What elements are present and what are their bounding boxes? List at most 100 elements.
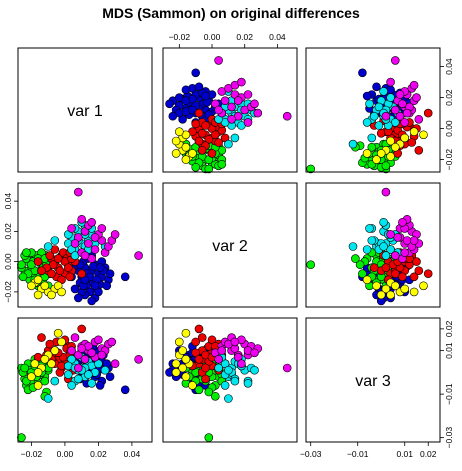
- scatter-point: [355, 260, 365, 270]
- scatter-point: [105, 269, 115, 279]
- scatter-point: [171, 149, 181, 158]
- scatter-point: [201, 363, 210, 373]
- tick-label: 0.00: [204, 32, 221, 42]
- scatter-point: [398, 99, 407, 109]
- diagonal-label: var 3: [355, 373, 391, 390]
- scatter-point: [306, 164, 316, 174]
- scatter-point: [194, 324, 204, 334]
- scatter-point: [423, 269, 433, 279]
- scatter-point: [178, 346, 187, 355]
- scatter-point: [369, 111, 379, 121]
- scatter-point: [90, 233, 100, 242]
- scatter-point: [45, 339, 55, 349]
- scatter-point: [194, 82, 204, 92]
- scatter-point: [107, 337, 117, 347]
- scatter-point: [33, 275, 43, 285]
- scatter-point: [372, 281, 381, 291]
- scatter-point: [120, 272, 130, 282]
- scatter-point: [282, 111, 292, 121]
- scatter-point: [220, 96, 230, 105]
- tick-label: 0.02: [236, 32, 253, 42]
- scatter-point: [224, 365, 233, 375]
- scatter-point: [102, 281, 112, 291]
- scatter-point: [181, 142, 191, 152]
- scatter-point: [423, 108, 433, 118]
- scatter-point: [407, 138, 417, 147]
- panel-r3-c3: var 3: [305, 317, 441, 443]
- scatter-point: [372, 82, 381, 92]
- scatter-point: [414, 266, 424, 276]
- scatter-point: [45, 251, 55, 260]
- scatter-point: [379, 242, 388, 251]
- scatter-point: [50, 346, 60, 355]
- scatter-point: [43, 394, 53, 403]
- scatter-point: [395, 111, 405, 121]
- scatter-point: [181, 85, 191, 95]
- scatter-point: [230, 376, 240, 386]
- scatter-point: [77, 344, 86, 353]
- scatter-point: [194, 354, 204, 364]
- chart-title: MDS (Sammon) on original differences: [102, 5, 360, 21]
- scatter-point: [386, 136, 395, 146]
- scatter-point: [409, 127, 419, 136]
- scatter-point: [53, 328, 63, 338]
- tick-label: 0.00: [57, 449, 74, 459]
- scatter-point: [90, 281, 100, 291]
- scatter-point: [211, 391, 220, 401]
- scatter-point: [250, 99, 259, 109]
- scatter-point: [376, 149, 386, 158]
- scatter-point: [412, 257, 421, 266]
- scatter-point: [77, 215, 86, 224]
- scatter-point: [419, 130, 428, 140]
- scatter-point: [386, 290, 395, 300]
- scatter-point: [367, 236, 377, 245]
- scatter-point: [400, 284, 410, 294]
- tick-label: −0.02: [169, 32, 191, 42]
- scatter-point: [214, 363, 223, 373]
- scatter-point: [376, 290, 386, 300]
- scatter-point: [22, 248, 31, 257]
- scatter-point: [207, 149, 217, 158]
- scatter-point: [53, 254, 63, 263]
- scatter-point: [217, 346, 227, 355]
- tick-label: −0.02: [444, 149, 454, 171]
- scatter-point: [243, 378, 253, 388]
- scatter-point: [70, 333, 80, 342]
- scatter-point: [227, 102, 236, 112]
- scatter-point: [351, 254, 360, 263]
- scatter-point: [33, 368, 43, 377]
- scatter-point: [74, 363, 83, 373]
- scatter-point: [30, 359, 40, 369]
- scatter-point: [379, 87, 388, 96]
- scatter-point: [381, 263, 391, 273]
- tick-label: 0.02: [444, 89, 454, 106]
- scatter-point: [77, 269, 86, 279]
- scatter-point: [381, 187, 391, 197]
- scatter-point: [409, 272, 419, 282]
- scatter-point: [17, 260, 26, 270]
- panel-r3-c2: [162, 317, 298, 443]
- scatter-point: [100, 365, 110, 375]
- panel-r1-c3: [305, 47, 441, 174]
- scatter-point: [194, 108, 204, 118]
- scatter-point: [381, 284, 391, 294]
- scatter-point: [33, 381, 43, 390]
- scatter-point: [398, 272, 407, 282]
- scatter-point: [419, 281, 428, 291]
- scatter-point: [390, 118, 400, 127]
- scatter-point: [33, 257, 43, 266]
- tick-label: −0.03: [300, 449, 322, 459]
- tick-label: −0.02: [3, 281, 13, 303]
- panel-r1-c1: var 1: [17, 47, 153, 173]
- scatter-point: [362, 245, 372, 254]
- scatter-point: [398, 218, 407, 227]
- scatter-point: [197, 333, 207, 342]
- scatter-point: [191, 163, 200, 172]
- scatter-point: [40, 376, 50, 386]
- scatter-point: [50, 376, 60, 386]
- scatter-point: [40, 354, 50, 364]
- tick-label: 0.01: [396, 449, 413, 459]
- panel-frame: [162, 182, 298, 308]
- panel-r2-c1: [17, 182, 153, 308]
